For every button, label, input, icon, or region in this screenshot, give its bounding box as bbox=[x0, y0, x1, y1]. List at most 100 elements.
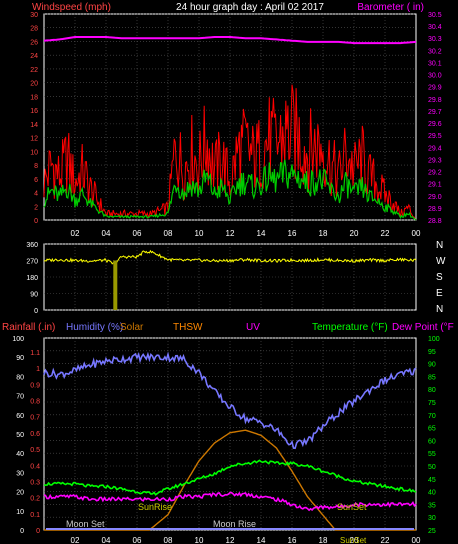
direction-marker bbox=[113, 260, 118, 310]
wind-tick-label: 4 bbox=[34, 191, 38, 198]
wind-tick-label: 14 bbox=[30, 122, 38, 129]
rain-tick-label: 0.5 bbox=[30, 447, 40, 454]
wind-direction-series bbox=[43, 249, 417, 265]
wind-tick-label: 6 bbox=[34, 177, 38, 184]
humidity-tick-label: 10 bbox=[16, 509, 24, 516]
baro-tick-label: 28.8 bbox=[428, 218, 442, 225]
rain-tick-label: 1 bbox=[36, 366, 40, 373]
bottom-x-tick-label: 14 bbox=[257, 536, 266, 544]
rain-tick-label: 0.6 bbox=[30, 431, 40, 438]
baro-tick-label: 29.7 bbox=[428, 109, 442, 116]
top-left-label: Windspeed (mph) bbox=[32, 2, 111, 13]
humidity-label: Humidity (%) bbox=[66, 322, 123, 333]
bottom-x-tick-label: 02 bbox=[71, 536, 80, 544]
humidity-tick-label: 20 bbox=[16, 490, 24, 497]
bottom-x-tick-label: 12 bbox=[226, 536, 235, 544]
humidity-tick-label: 40 bbox=[16, 451, 24, 458]
baro-tick-label: 29.4 bbox=[428, 145, 442, 152]
temperature-tick-label: 30 bbox=[428, 515, 436, 522]
bottom-x-tick-label: 06 bbox=[133, 536, 142, 544]
rain-tick-label: 0.7 bbox=[30, 415, 40, 422]
bottom-x-tick-label: 04 bbox=[102, 536, 111, 544]
temperature-tick-label: 35 bbox=[428, 502, 436, 509]
direction-tick-label: 90 bbox=[30, 292, 38, 299]
dewpoint-label: Dew Point (°F bbox=[392, 322, 454, 333]
temperature-tick-label: 60 bbox=[428, 438, 436, 445]
temperature-tick-label: 75 bbox=[428, 400, 436, 407]
baro-tick-label: 30.2 bbox=[428, 48, 442, 55]
rain-tick-label: 0.2 bbox=[30, 496, 40, 503]
humidity-tick-label: 90 bbox=[16, 355, 24, 362]
top-x-tick-label: 10 bbox=[195, 229, 204, 238]
windspeed-series bbox=[43, 84, 417, 221]
compass-label: E bbox=[436, 288, 443, 299]
temperature-tick-label: 100 bbox=[428, 336, 440, 343]
temperature-tick-label: 25 bbox=[428, 528, 436, 535]
top-x-tick-label: 06 bbox=[133, 229, 142, 238]
baro-tick-label: 30.4 bbox=[428, 24, 442, 31]
humidity-tick-label: 100 bbox=[12, 336, 24, 343]
rain-tick-label: 0.8 bbox=[30, 399, 40, 406]
wind-tick-label: 12 bbox=[30, 136, 38, 143]
wind-tick-label: 26 bbox=[30, 39, 38, 46]
wind-tick-label: 0 bbox=[34, 218, 38, 225]
baro-tick-label: 30.0 bbox=[428, 73, 442, 80]
baro-tick-label: 29.0 bbox=[428, 194, 442, 201]
baro-tick-label: 29.9 bbox=[428, 85, 442, 92]
temperature-tick-label: 85 bbox=[428, 374, 436, 381]
baro-tick-label: 29.8 bbox=[428, 97, 442, 104]
wind-baro-panel: 02468101214161820222426283028.828.929.02… bbox=[30, 12, 442, 238]
top-x-tick-label: 22 bbox=[381, 229, 390, 238]
temperature-tick-label: 65 bbox=[428, 426, 436, 433]
top-x-tick-label: 14 bbox=[257, 229, 266, 238]
direction-tick-label: 360 bbox=[26, 242, 38, 249]
wind-tick-label: 2 bbox=[34, 204, 38, 211]
humidity-tick-label: 70 bbox=[16, 394, 24, 401]
temperature-tick-label: 50 bbox=[428, 464, 436, 471]
baro-tick-label: 30.5 bbox=[428, 12, 442, 19]
baro-tick-label: 30.1 bbox=[428, 60, 442, 67]
temperature-tick-label: 40 bbox=[428, 490, 436, 497]
wind-average-series bbox=[43, 159, 417, 221]
wind-tick-label: 24 bbox=[30, 53, 38, 60]
compass-label: W bbox=[436, 256, 446, 267]
wind-tick-label: 28 bbox=[30, 26, 38, 33]
top-x-tick-label: 20 bbox=[350, 229, 359, 238]
temperature-tick-label: 80 bbox=[428, 387, 436, 394]
dewpoint-series bbox=[43, 491, 417, 512]
top-x-tick-label: 02 bbox=[71, 229, 80, 238]
top-x-tick-label: 16 bbox=[288, 229, 297, 238]
thsw-label: THSW bbox=[173, 322, 203, 333]
wind-tick-label: 30 bbox=[30, 12, 38, 19]
direction-tick-label: 270 bbox=[26, 259, 38, 266]
rain-tick-label: 0.3 bbox=[30, 479, 40, 486]
top-x-tick-label: 04 bbox=[102, 229, 111, 238]
top-x-tick-label: 00 bbox=[412, 229, 421, 238]
humidity-series bbox=[43, 351, 417, 450]
baro-tick-label: 29.1 bbox=[428, 182, 442, 189]
temperature-tick-label: 55 bbox=[428, 451, 436, 458]
temperature-tick-label: 70 bbox=[428, 413, 436, 420]
uv-label: UV bbox=[246, 322, 260, 333]
top-x-tick-label: 08 bbox=[164, 229, 173, 238]
wind-tick-label: 8 bbox=[34, 163, 38, 170]
top-right-label: Barometer ( in) bbox=[357, 2, 424, 13]
humidity-tick-label: 60 bbox=[16, 413, 24, 420]
sunset-annotation: SunSet bbox=[337, 502, 367, 512]
rain-tick-label: 0 bbox=[36, 528, 40, 535]
sunrise-annotation: SunRise bbox=[138, 502, 172, 512]
wind-tick-label: 20 bbox=[30, 81, 38, 88]
direction-tick-label: 180 bbox=[26, 275, 38, 282]
direction-tick-label: 0 bbox=[34, 308, 38, 315]
rain-label: Rainfall (.in) bbox=[2, 322, 55, 333]
compass-label: S bbox=[436, 272, 443, 283]
sunset-axis-annotation: SunSet bbox=[340, 536, 367, 544]
humidity-tick-label: 30 bbox=[16, 470, 24, 477]
wind-tick-label: 18 bbox=[30, 94, 38, 101]
rain-tick-label: 0.1 bbox=[30, 512, 40, 519]
compass-label: N bbox=[436, 240, 443, 251]
rain-tick-label: 0.4 bbox=[30, 463, 40, 470]
baro-tick-label: 29.3 bbox=[428, 157, 442, 164]
temperature-tick-label: 90 bbox=[428, 362, 436, 369]
